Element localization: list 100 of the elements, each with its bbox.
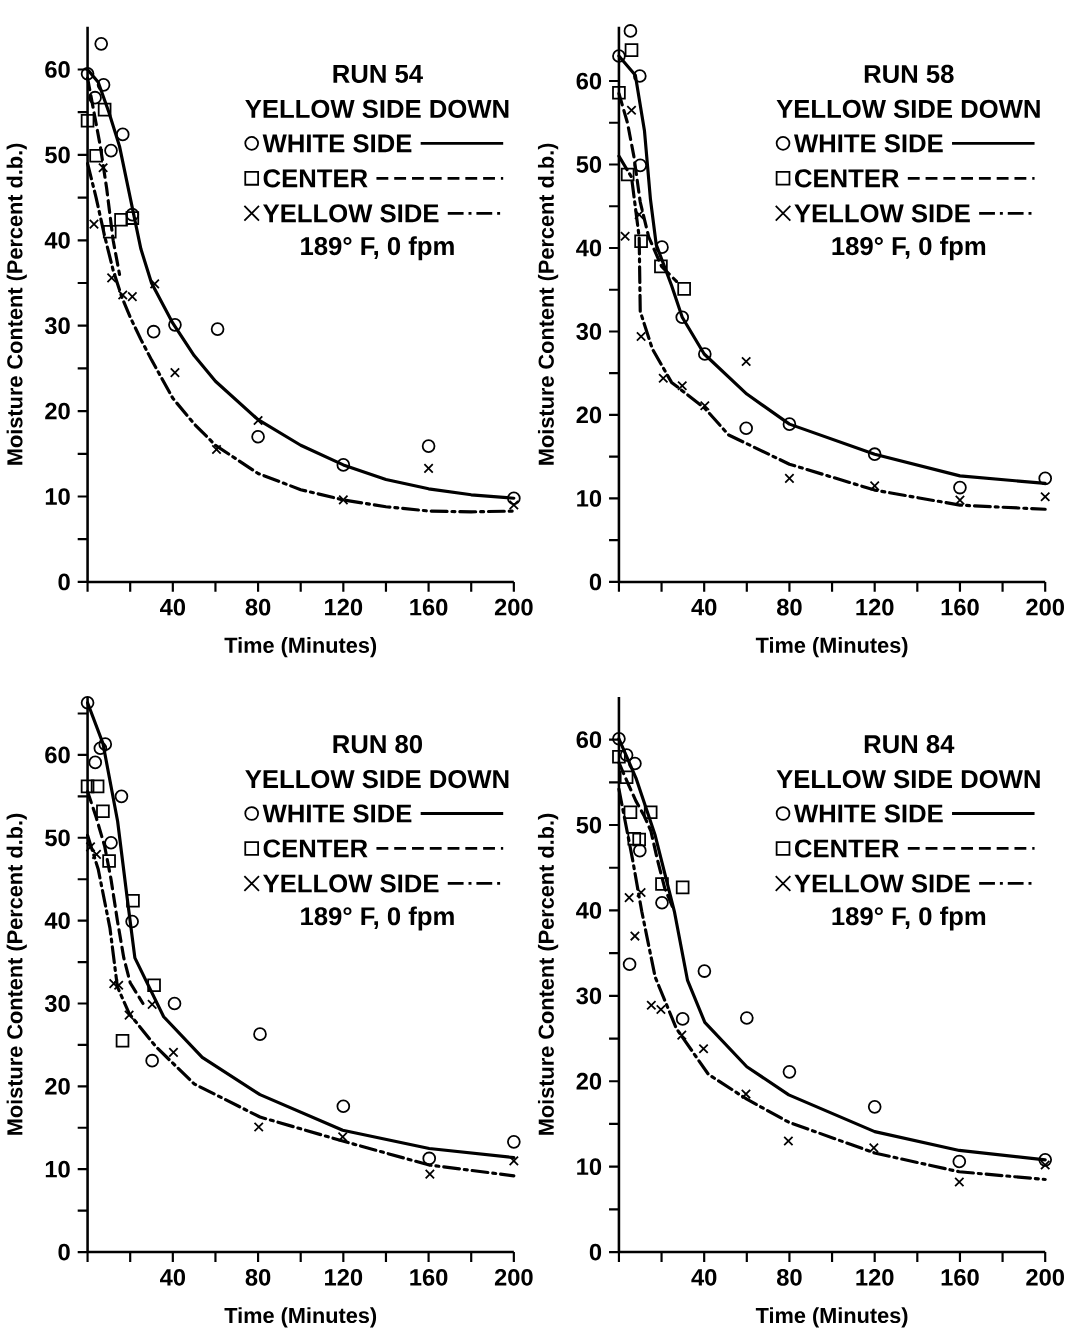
point	[644, 805, 658, 820]
point	[1038, 471, 1053, 486]
y-tick-label: 60	[576, 731, 602, 748]
point	[624, 892, 635, 903]
point	[612, 731, 626, 746]
point	[507, 491, 521, 506]
legend-label: WHITE SIDE	[794, 804, 943, 823]
point	[623, 805, 638, 820]
point	[106, 272, 117, 283]
y-tick-label: 50	[576, 816, 602, 834]
point	[698, 1043, 709, 1054]
point	[253, 1027, 268, 1041]
x-tick-label: 160	[941, 1268, 979, 1286]
x-tick-label: 160	[941, 598, 979, 616]
y-tick-label: 0	[58, 573, 70, 591]
point	[253, 415, 264, 426]
y-tick-label: 60	[45, 746, 70, 764]
legend-label: YELLOW SIDE	[794, 204, 971, 223]
text: RUN 80	[333, 735, 423, 754]
point	[113, 980, 124, 991]
point	[952, 1154, 967, 1169]
y-tick-label: 10	[46, 1160, 70, 1178]
point	[93, 741, 108, 756]
x-tick-label: 40	[160, 1268, 186, 1286]
y-tick-label: 0	[58, 1243, 70, 1261]
y-tick-label: 0	[590, 1243, 602, 1261]
point	[98, 737, 113, 751]
point	[253, 1121, 265, 1133]
y-tick-label: 50	[576, 156, 602, 173]
point	[698, 347, 712, 361]
point	[168, 318, 182, 332]
text: YELLOW SIDE DOWN	[245, 769, 509, 789]
legend-label: YELLOW SIDE	[263, 204, 439, 223]
y-axis-title: Moisture Content (Percent d.b.)	[6, 143, 28, 465]
point	[740, 1011, 754, 1025]
x-tick-label: 120	[325, 598, 363, 616]
point	[699, 400, 711, 411]
point	[103, 224, 117, 239]
point	[627, 831, 642, 846]
legend-label: YELLOW SIDE	[263, 874, 439, 893]
point	[676, 1030, 688, 1041]
y-tick-label: 40	[44, 912, 70, 930]
point	[115, 1033, 130, 1048]
point	[697, 964, 712, 978]
legend-label: CENTER	[263, 839, 368, 858]
y-tick-label: 10	[577, 490, 602, 507]
point	[108, 978, 120, 989]
point	[868, 1100, 882, 1114]
point	[425, 1169, 436, 1180]
point	[656, 1004, 667, 1015]
point	[96, 78, 111, 92]
point	[168, 1047, 179, 1058]
point	[622, 957, 637, 972]
point	[782, 1065, 797, 1079]
point	[147, 999, 158, 1010]
point	[677, 380, 688, 391]
point	[88, 755, 103, 770]
point	[114, 789, 129, 804]
point	[623, 24, 638, 38]
point	[94, 37, 109, 51]
point	[104, 835, 119, 850]
x-tick-label: 200	[495, 598, 533, 616]
point	[634, 234, 649, 249]
point	[655, 240, 670, 254]
point	[145, 1053, 160, 1068]
annotation: 189° F, 0 fpm	[832, 236, 986, 261]
point	[170, 367, 181, 378]
x-axis-title: Time (Minutes)	[756, 637, 908, 658]
y-tick-label: 30	[45, 317, 70, 335]
point	[633, 843, 647, 858]
y-tick-label: 20	[45, 402, 70, 420]
point	[167, 996, 182, 1011]
x-tick-label: 160	[410, 1268, 448, 1286]
y-tick-label: 30	[576, 323, 602, 340]
point	[676, 1012, 690, 1026]
point	[85, 841, 96, 852]
point	[149, 278, 161, 289]
y-axis-title: Moisture Content (Percent d.b.)	[6, 813, 28, 1135]
point	[636, 887, 647, 898]
legend-label: WHITE SIDE	[262, 804, 412, 823]
annotation: 189° F, 0 fpm	[832, 906, 986, 931]
point	[508, 499, 520, 511]
y-tick-label: 30	[45, 995, 70, 1012]
point	[210, 322, 225, 336]
y-tick-label: 30	[576, 987, 602, 1005]
y-axis-title: Moisture Content (Percent d.b.)	[538, 143, 559, 465]
y-tick-label: 20	[45, 1077, 70, 1095]
point	[96, 804, 110, 819]
point	[677, 282, 692, 296]
point	[507, 1135, 521, 1149]
point	[658, 373, 669, 384]
text: YELLOW SIDE DOWN	[245, 99, 509, 119]
point	[114, 212, 129, 227]
y-tick-label: 10	[577, 1158, 602, 1176]
point	[868, 447, 882, 461]
point	[102, 854, 117, 868]
x-tick-label: 80	[777, 1268, 802, 1286]
point	[675, 310, 690, 325]
x-tick-label: 80	[245, 1268, 271, 1286]
text: RUN 58	[865, 64, 954, 84]
